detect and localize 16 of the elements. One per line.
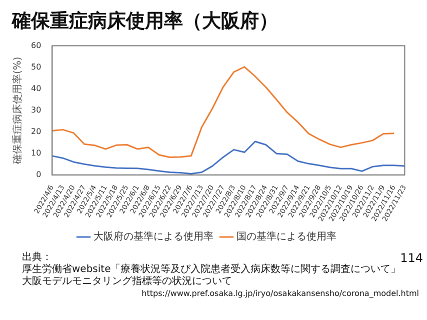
text: 大阪モデルモニタリング指標等の状況について	[22, 276, 233, 288]
text: 厚生労働省website「療養状況等及び入院患者受入病床数等に関する調査について」	[22, 264, 402, 276]
y-tick-label: 50	[30, 62, 42, 72]
text: 114	[400, 251, 423, 265]
source-note: 出典：	[22, 252, 52, 263]
y-tick-label: 20	[30, 126, 42, 136]
y-axis-title: 確保重症病床使用率(%)	[12, 56, 24, 165]
y-tick-label: 40	[30, 84, 42, 93]
text: https://www.pref.osaka.lg.jp/iryo/osakakansensho/corona_model.html	[140, 288, 419, 300]
legend-label: 国の基準による使用率	[236, 230, 336, 243]
legend-label: 大阪府の基準による使用率	[94, 230, 214, 243]
y-tick-label: 30	[30, 105, 42, 114]
y-tick-label: 10	[30, 148, 42, 158]
chart-title: 確保重症病床使用率（大阪府）	[12, 9, 279, 34]
y-tick-label: 60	[30, 40, 42, 50]
y-tick-label: 0	[36, 170, 42, 179]
